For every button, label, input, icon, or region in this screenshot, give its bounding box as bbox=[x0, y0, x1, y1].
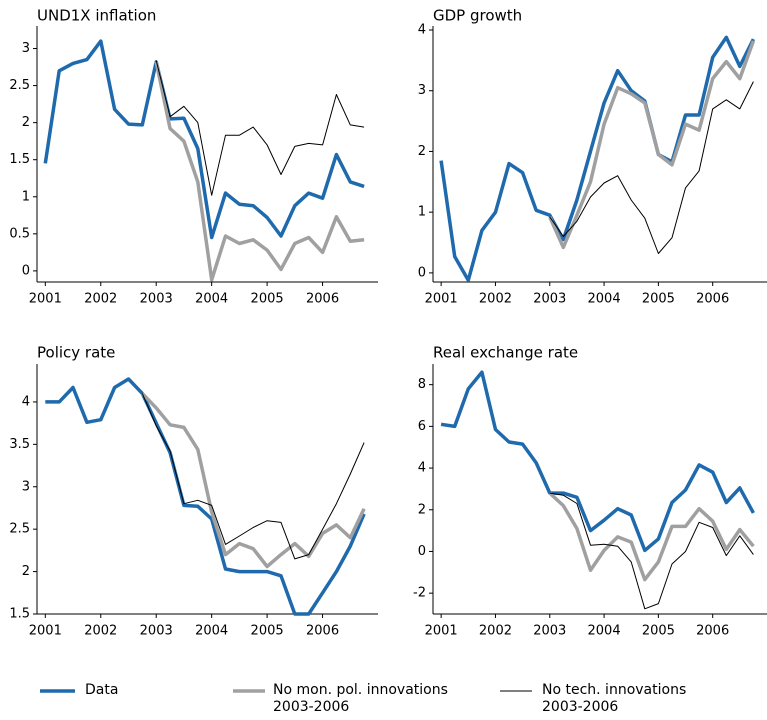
x-tick-label: 2004 bbox=[588, 624, 621, 639]
x-tick-label: 2001 bbox=[425, 624, 458, 639]
y-tick-label: 6 bbox=[418, 419, 426, 434]
y-tick-label: 4 bbox=[418, 23, 426, 38]
y-tick-label: 1 bbox=[418, 205, 426, 220]
series-line bbox=[548, 491, 755, 582]
x-tick-label: 2003 bbox=[140, 624, 173, 639]
x-tick-label: 2006 bbox=[696, 624, 729, 639]
y-tick-label: 3 bbox=[22, 41, 30, 56]
x-tick-label: 2004 bbox=[195, 624, 228, 639]
series-line bbox=[548, 40, 756, 250]
series-line bbox=[439, 35, 755, 282]
y-tick-label: 4 bbox=[22, 394, 30, 409]
x-tick-label: 2002 bbox=[84, 624, 117, 639]
x-tick-label: 2004 bbox=[588, 292, 621, 307]
y-tick-label: 1 bbox=[22, 189, 30, 204]
chart-title: Real exchange rate bbox=[433, 344, 578, 362]
legend-label: No tech. innovations 2003-2006 bbox=[542, 682, 687, 715]
x-tick-label: 2002 bbox=[479, 292, 512, 307]
series-line bbox=[440, 370, 755, 553]
y-tick-label: 0.5 bbox=[9, 226, 30, 241]
y-tick-label: 3 bbox=[22, 479, 30, 494]
x-tick-label: 2006 bbox=[696, 292, 729, 307]
y-tick-label: 2.5 bbox=[9, 78, 30, 93]
y-tick-label: 4 bbox=[418, 461, 426, 476]
chart-title: GDP growth bbox=[433, 7, 522, 25]
y-tick-label: 2 bbox=[22, 564, 30, 579]
y-tick-label: 2 bbox=[418, 144, 426, 159]
x-tick-label: 2003 bbox=[533, 292, 566, 307]
y-tick-label: 8 bbox=[418, 377, 426, 392]
x-tick-label: 2005 bbox=[642, 624, 675, 639]
y-tick-label: 1.5 bbox=[9, 152, 30, 167]
y-tick-label: 0 bbox=[418, 544, 426, 559]
x-tick-label: 2005 bbox=[251, 292, 284, 307]
series-line bbox=[549, 492, 754, 610]
series-line bbox=[155, 60, 365, 196]
x-tick-label: 2001 bbox=[425, 292, 458, 307]
x-tick-label: 2001 bbox=[29, 292, 62, 307]
series-line bbox=[141, 392, 366, 569]
series-line bbox=[45, 377, 366, 616]
y-tick-label: 0 bbox=[418, 265, 426, 280]
x-tick-label: 2002 bbox=[84, 292, 117, 307]
legend-label: Data bbox=[85, 682, 119, 698]
y-tick-label: 3 bbox=[418, 83, 426, 98]
series-line bbox=[43, 39, 365, 240]
x-tick-label: 2006 bbox=[306, 624, 339, 639]
x-tick-label: 2003 bbox=[533, 624, 566, 639]
series-line bbox=[549, 81, 754, 254]
series-line bbox=[154, 61, 365, 282]
chart-title: UND1X inflation bbox=[37, 7, 156, 25]
series-line bbox=[141, 393, 365, 560]
y-tick-label: 2.5 bbox=[9, 522, 30, 537]
x-tick-label: 2002 bbox=[479, 624, 512, 639]
y-tick-label: 0 bbox=[22, 263, 30, 278]
x-tick-label: 2003 bbox=[140, 292, 173, 307]
y-tick-label: -2 bbox=[413, 586, 426, 601]
x-tick-label: 2005 bbox=[642, 292, 675, 307]
x-tick-label: 2005 bbox=[251, 624, 284, 639]
x-tick-label: 2006 bbox=[306, 292, 339, 307]
x-tick-label: 2004 bbox=[195, 292, 228, 307]
legend-label: No mon. pol. innovations 2003-2006 bbox=[273, 682, 448, 715]
x-tick-label: 2001 bbox=[29, 624, 62, 639]
y-tick-label: 2 bbox=[22, 115, 30, 130]
y-tick-label: 1.5 bbox=[9, 607, 30, 622]
y-tick-label: 3.5 bbox=[9, 437, 30, 452]
chart-title: Policy rate bbox=[37, 344, 115, 362]
y-tick-label: 2 bbox=[418, 502, 426, 517]
